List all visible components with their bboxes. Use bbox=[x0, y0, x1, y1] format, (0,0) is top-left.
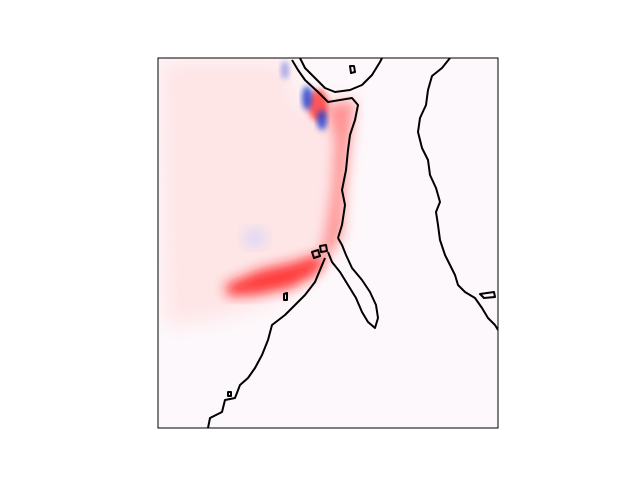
map-panel bbox=[158, 58, 498, 428]
coastline-gulf-east bbox=[291, 59, 359, 239]
coastline-east bbox=[417, 58, 498, 331]
positive-anomaly-coastal-band bbox=[315, 100, 355, 265]
coastline-islet-north bbox=[349, 65, 356, 74]
coastline-islet-east bbox=[479, 291, 496, 299]
coastline-islet-1 bbox=[311, 249, 321, 259]
coastline-islet-2 bbox=[319, 244, 328, 253]
positive-anomaly-core bbox=[225, 255, 325, 296]
coastline-west bbox=[207, 257, 326, 428]
negative-anomaly-1 bbox=[302, 86, 312, 110]
field-anomaly-layer bbox=[160, 60, 355, 325]
axes-frame bbox=[157, 57, 499, 429]
coastline-peninsula bbox=[327, 237, 379, 329]
negative-anomaly-2 bbox=[317, 110, 327, 130]
negative-anomaly-3 bbox=[281, 61, 289, 79]
coastline-islet-4 bbox=[227, 391, 232, 397]
coastline-islet-3 bbox=[283, 292, 288, 301]
coastline bbox=[207, 58, 498, 428]
negative-anomaly-4 bbox=[243, 228, 267, 248]
coastline-north bbox=[299, 58, 383, 93]
